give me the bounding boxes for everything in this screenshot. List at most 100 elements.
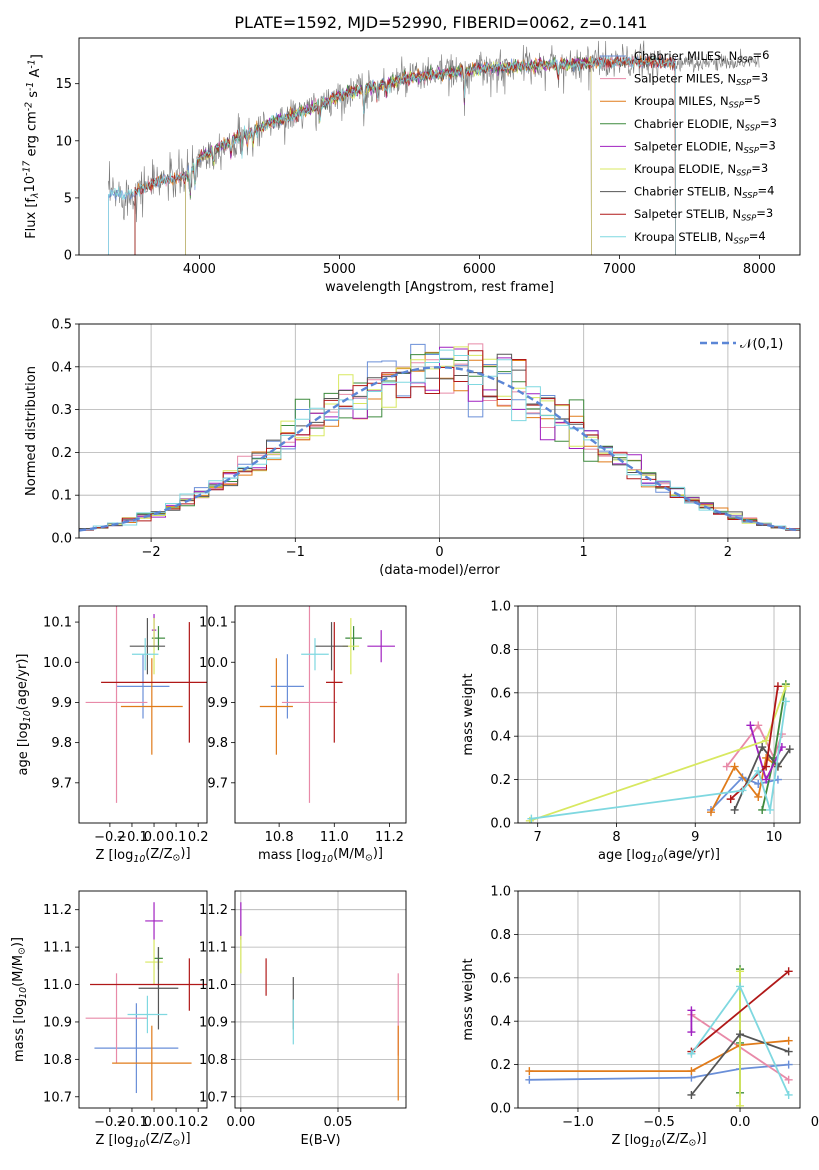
axes-frame [517,605,801,824]
model-spectrum-salpeter-miles [134,55,676,255]
y-tick-label: 10 [55,134,72,149]
data-point [785,745,794,754]
data-point [738,786,747,795]
errorbar-salpeter-miles [281,606,338,803]
data-point [773,682,782,691]
legend-entry: Kroupa STELIB, NSSP​=4 [634,229,766,245]
data-point [722,762,731,771]
data-point [736,982,745,991]
errorbar-chabrier-stelib [138,947,179,1030]
x-axis-label: age [log10​(age/yr)] [598,847,720,865]
errorbar-chabrier-stelib [314,622,349,671]
legend-entry: Salpeter ELODIE, NSSP​=3 [634,138,776,154]
errorbar-kroupa-miles [259,658,293,755]
y-tick-label: 1.0 [490,600,511,615]
legend: Chabrier MILES, NSSP​=6 Salpeter MILES, N… [600,48,777,245]
x-tick-label: −2 [142,545,161,560]
legend-entry: Salpeter MILES, NSSP​=3 [634,71,768,87]
data-point [784,967,793,976]
x-tick-label: 0.0 [144,1115,165,1130]
data-point [736,967,745,976]
histogram-kroupa-stelib [79,349,800,538]
y-tick-label: 0 [64,249,72,264]
y-tick-label: 10.1 [199,616,228,631]
data-point [758,805,767,814]
series-chabrier-stelib [730,743,794,814]
y-tick-label: 10.0 [43,656,72,671]
data-point [781,682,790,691]
x-tick-label: 0.2 [188,1115,209,1130]
axes-frame [78,890,208,1109]
errorbar-salpeter-stelib [326,622,343,743]
axes-frame [78,37,801,256]
x-axis-label: (data-model)/error [379,563,500,578]
series-kroupa-stelib [527,697,790,823]
series-salpeter-elodie [687,1006,696,1037]
x-tick-label: −0.1 [116,830,148,845]
data-point [687,1067,696,1076]
x-tick-label: 6000 [463,262,496,277]
x-tick-label: 0.0 [730,1115,751,1130]
y-tick-label: 0.2 [490,1058,511,1073]
x-tick-label: 5000 [323,262,356,277]
y-tick-label: 10.1 [43,616,72,631]
data-point [730,805,739,814]
plot-area [108,40,760,255]
legend-entry: Chabrier MILES, NSSP​=6 [634,48,769,64]
y-tick-label: 0.1 [51,489,72,504]
x-tick-label: 0 [435,545,443,560]
plot-area [79,343,800,538]
data-point [706,808,715,817]
data-point [687,1028,696,1037]
y-tick-label: 11.1 [199,941,228,956]
data-point [525,1067,534,1076]
x-tick-label: −1 [286,545,305,560]
y-tick-label: 0.4 [490,1015,511,1030]
series-kroupa-elodie [525,682,790,823]
y-tick-label: 15 [55,77,72,92]
data-point [762,736,771,745]
data-point [784,1036,793,1045]
errorbar-salpeter-miles [85,973,148,1064]
y-tick-label: 0.2 [490,773,511,788]
y-tick-label: 0.2 [51,446,72,461]
y-tick-label: 0.3 [51,403,72,418]
x-tick-label: −0.1 [116,1115,148,1130]
data-point [754,792,763,801]
x-tick-label: 8 [612,830,620,845]
panel-mass-vs-EBV: 0.00 0.05 10.7 10.8 10.9 11.0 11.1 11.2 E(B-V) [199,890,407,1148]
y-tick-label: 10.9 [43,1015,72,1030]
x-tick-label: 11.0 [320,830,349,845]
axes-frame [517,890,801,1109]
data-point [726,795,735,804]
normal-reference-curve [79,366,800,532]
axes-frame [78,605,208,824]
series-chabrier-stelib [687,1030,793,1099]
x-tick-label: 10 [766,830,783,845]
y-axis-label: Flux [fλ​10-17​ erg cm-2​ s-1​ A-1​] [22,54,45,239]
x-tick-label: 0.2 [188,830,209,845]
plot-area [85,902,207,1101]
errorbar-kroupa-miles [112,1025,192,1101]
series-kroupa-elodie [736,967,745,1108]
data-point [784,1060,793,1069]
y-tick-label: 10.9 [199,1015,228,1030]
y-tick-label: 0.0 [490,817,511,832]
y-tick-label: 0.6 [490,971,511,986]
legend-entry: Chabrier ELODIE, NSSP​=3 [634,116,777,132]
x-tick-label: 1 [580,545,588,560]
series-chabrier-miles [525,1060,793,1084]
panel-residual-histogram: −2 −1 0 1 2 0.0 0.1 0.2 0.3 0.4 0.5 (data-model)/er… [24,318,801,578]
errorbar-kroupa-stelib [127,995,168,1034]
x-axis-label: mass [log10​(M/M⊙​)] [258,846,383,865]
axes-frame [234,605,407,824]
x-tick-label: 2 [724,545,732,560]
y-tick-label: 0.0 [51,532,72,547]
data-point [746,721,755,730]
panel-age-vs-Z: −0.2−0.10.0 0.1 0.2 9.7 9.8 9.9 10.0 10.1 Z [log… [15,605,209,865]
plot-area [525,680,794,823]
y-tick-label: 0.4 [51,360,72,375]
x-tick-label: 4000 [183,262,216,277]
y-tick-label: 10.7 [43,1090,72,1105]
axes-frame [78,323,801,539]
